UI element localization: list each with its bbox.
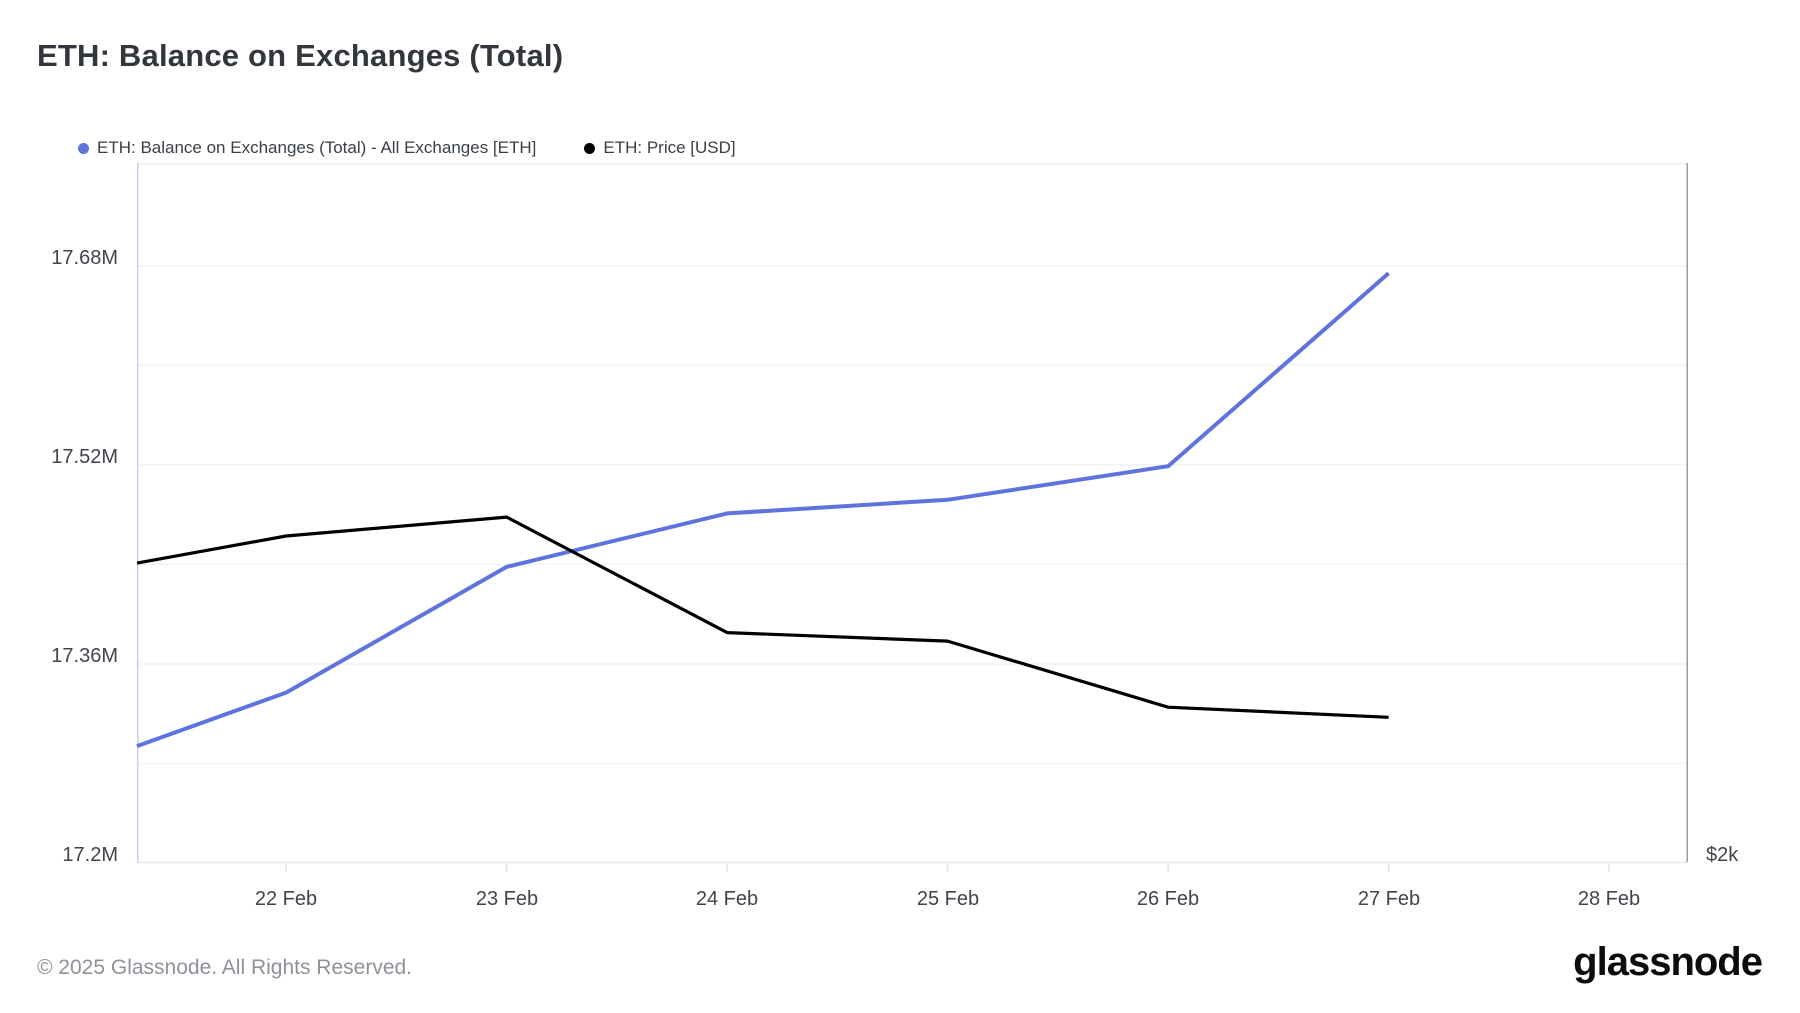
y-axis-tick-label: 17.2M bbox=[62, 844, 118, 866]
legend-dot-balance-icon bbox=[78, 142, 89, 154]
right-axis-tick-label: $2k bbox=[1706, 844, 1739, 866]
copyright-text: © 2025 Glassnode. All Rights Reserved. bbox=[37, 956, 413, 979]
x-axis-tick-label: 23 Feb bbox=[475, 888, 539, 910]
legend-label-balance: ETH: Balance on Exchanges (Total) - All … bbox=[97, 138, 537, 157]
legend-dot-price-icon bbox=[584, 142, 596, 154]
glassnode-logo: glassnode bbox=[1573, 940, 1763, 984]
x-axis-tick-label: 28 Feb bbox=[1577, 888, 1641, 910]
y-axis-tick-label: 17.52M bbox=[51, 446, 118, 468]
y-axis-tick-label: 17.68M bbox=[51, 247, 118, 269]
x-axis-tick-label: 24 Feb bbox=[695, 888, 759, 910]
x-axis-tick-label: 27 Feb bbox=[1357, 888, 1421, 910]
x-axis-tick-label: 22 Feb bbox=[254, 888, 318, 910]
x-axis-tick-label: 25 Feb bbox=[916, 888, 980, 910]
chart-plot-area[interactable] bbox=[136, 163, 1688, 875]
legend-item-price[interactable]: ETH: Price [USD] bbox=[584, 138, 736, 158]
chart-canvas[interactable] bbox=[136, 163, 1688, 875]
legend-label-price: ETH: Price [USD] bbox=[603, 138, 736, 157]
y-axis-tick-label: 17.36M bbox=[51, 645, 118, 667]
chart-legend: ETH: Balance on Exchanges (Total) - All … bbox=[78, 138, 736, 158]
legend-item-balance[interactable]: ETH: Balance on Exchanges (Total) - All … bbox=[78, 138, 536, 158]
x-axis-tick-label: 26 Feb bbox=[1136, 888, 1200, 910]
page-title: ETH: Balance on Exchanges (Total) bbox=[37, 38, 564, 73]
